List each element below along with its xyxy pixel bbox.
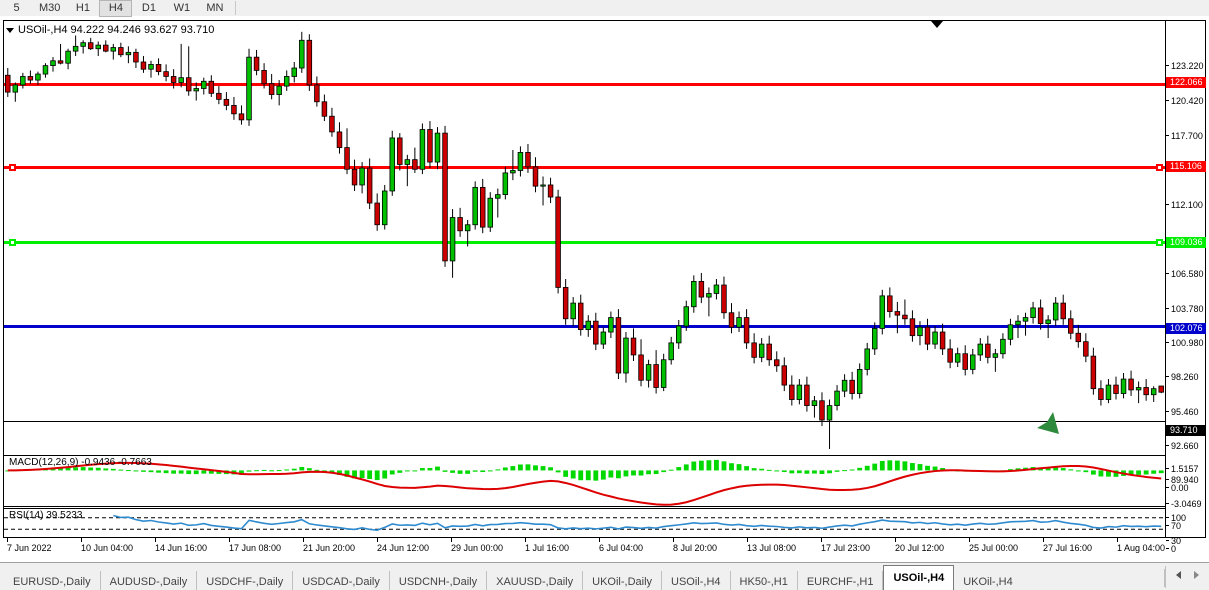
price-level-label[interactable]: 102.076 [1166, 323, 1206, 334]
time-axis[interactable]: 7 Jun 2022 10 Jun 04:00 14 Jun 16:00 17 Jun… [3, 538, 1206, 558]
time-tick: 10 Jun 04:00 [81, 538, 134, 553]
time-tick: 21 Jun 20:00 [303, 538, 356, 553]
time-tick: 1 Jul 16:00 [525, 538, 570, 553]
timeframe-button-h1[interactable]: H1 [75, 2, 90, 14]
time-tick: 14 Jun 16:00 [155, 538, 208, 553]
price-tick: 117.700 [1166, 131, 1203, 141]
time-tick: 7 Jun 2022 [7, 538, 52, 553]
chart-plot-area[interactable]: MACD(12,26,9) -0.9436 -0.7663 RSI(14) 39… [4, 21, 1165, 537]
chart-tab-usoilh4[interactable]: USOil-,H4 [883, 565, 955, 590]
chart-tab-usdchfdaily[interactable]: USDCHF-,Daily [197, 571, 294, 590]
price-line-handle[interactable] [9, 239, 16, 246]
price-tick: 106.580 [1166, 269, 1204, 279]
chart-tab-hk50h1[interactable]: HK50-,H1 [731, 571, 798, 590]
chart-tab-ukoilh4[interactable]: UKOil-,H4 [963, 576, 1013, 588]
price-line-current-price-93[interactable] [4, 421, 1165, 422]
timeframe-button-m30[interactable]: M30 [39, 2, 61, 14]
price-tick: 103.780 [1166, 304, 1204, 314]
macd-scale-tick: 0.00 [1166, 483, 1189, 493]
time-tick: 29 Jun 00:00 [451, 538, 504, 553]
chart-tab-audusddaily[interactable]: AUDUSD-,Daily [101, 571, 198, 590]
rsi-scale-tick: 70 [1166, 521, 1181, 531]
price-level-label[interactable]: 93.710 [1166, 425, 1206, 436]
macd-indicator-panel: MACD(12,26,9) -0.9436 -0.7663 [4, 455, 1165, 507]
chart-tab-usdcaddaily[interactable]: USDCAD-,Daily [293, 571, 390, 590]
chart-tab-usdcnhdaily[interactable]: USDCNH-,Daily [390, 571, 488, 590]
price-tick: 100.980 [1166, 338, 1204, 348]
chart-tab-usoilh4[interactable]: USOil-,H4 [662, 571, 731, 590]
timeframe-toolbar: 5 M30 H1 H4 D1 W1 MN [0, 0, 1209, 17]
toolbar-separator [235, 1, 237, 15]
time-tick: 17 Jul 23:00 [821, 538, 871, 553]
timeframe-button-d1[interactable]: D1 [141, 2, 156, 14]
rsi-series [4, 514, 1165, 531]
price-tick: 112.100 [1166, 200, 1203, 210]
chart-tab-bar: EURUSD-,Daily AUDUSD-,Daily USDCHF-,Daily U… [0, 562, 1209, 590]
tab-scroll-right-icon[interactable] [1194, 571, 1199, 579]
crosshair-marker-icon [931, 21, 943, 28]
price-line-resistance-115[interactable] [4, 164, 1165, 171]
chart-tabs: EURUSD-,Daily AUDUSD-,Daily USDCHF-,Daily U… [0, 562, 1164, 590]
price-line-handle[interactable] [1156, 164, 1163, 171]
candlestick-series [5, 31, 1164, 449]
rsi-scale-tick: 30 [1166, 536, 1181, 546]
time-tick: 1 Aug 04:00 [1117, 538, 1166, 553]
time-tick: 8 Jul 20:00 [673, 538, 718, 553]
price-line-handle[interactable] [9, 164, 16, 171]
symbol-header-text: USOil-,H4 94.222 94.246 93.627 93.710 [18, 24, 215, 36]
rsi-label: RSI(14) 39.5233 [9, 510, 83, 521]
symbol-header[interactable]: USOil-,H4 94.222 94.246 93.627 93.710 [6, 24, 214, 36]
price-tick: 89.940 [1166, 475, 1199, 485]
price-tick: 123.220 [1166, 61, 1204, 71]
chevron-down-icon[interactable] [6, 27, 14, 33]
macd-series [5, 459, 1164, 506]
time-tick: 6 Jul 04:00 [599, 538, 644, 553]
price-line-handle[interactable] [1156, 239, 1163, 246]
chart-tab-eurusddaily[interactable]: EURUSD-,Daily [4, 571, 101, 590]
tab-nav-controls[interactable] [1165, 566, 1209, 588]
macd-label: MACD(12,26,9) -0.9436 -0.7663 [9, 457, 152, 468]
chart-frame: MACD(12,26,9) -0.9436 -0.7663 RSI(14) 39… [3, 20, 1206, 554]
timeframe-button-w1[interactable]: W1 [173, 2, 191, 14]
price-level-label[interactable]: 122.066 [1166, 77, 1206, 88]
price-tick: 120.420 [1166, 96, 1204, 106]
price-line-support-109[interactable] [4, 239, 1165, 246]
time-tick: 25 Jul 00:00 [969, 538, 1019, 553]
macd-scale-tick: -3.0469 [1166, 499, 1202, 509]
time-tick: 20 Jul 12:00 [895, 538, 945, 553]
timeframe-button-mn[interactable]: MN [206, 2, 224, 14]
price-level-label[interactable]: 115.106 [1166, 161, 1206, 172]
time-tick: 27 Jul 16:00 [1043, 538, 1093, 553]
price-tick: 92.660 [1166, 441, 1199, 451]
time-tick: 13 Jul 08:00 [747, 538, 797, 553]
price-line-resistance-122[interactable] [4, 83, 1165, 86]
tab-separator [1164, 569, 1165, 587]
chart-tab-eurchfh1[interactable]: EURCHF-,H1 [798, 571, 884, 590]
time-tick: 17 Jun 08:00 [229, 538, 282, 553]
price-level-label[interactable]: 109.036 [1166, 237, 1206, 248]
rsi-indicator-panel: RSI(14) 39.5233 [4, 508, 1165, 537]
price-tick: 95.460 [1166, 407, 1199, 417]
chart-tab-xauusddaily[interactable]: XAUUSD-,Daily [487, 571, 584, 590]
time-tick: 24 Jun 12:00 [377, 538, 430, 553]
macd-scale-tick: 1.5157 [1166, 464, 1199, 474]
down-trend-arrow-icon[interactable] [1027, 402, 1063, 438]
price-tick: 98.260 [1166, 372, 1199, 382]
chart-tab-ukoildaily[interactable]: UKOil-,Daily [583, 571, 663, 590]
timeframe-button-h4[interactable]: H4 [99, 0, 133, 17]
timeframe-button-5[interactable]: 5 [13, 2, 20, 14]
price-line-support-102[interactable] [4, 325, 1165, 328]
rsi-scale-tick: 100 [1166, 513, 1186, 523]
rsi-scale-tick: 0 [1166, 544, 1176, 554]
tab-scroll-left-icon[interactable] [1176, 571, 1181, 579]
price-axis[interactable]: 123.220 120.420 117.700 112.100 106.580 103.7… [1165, 21, 1206, 554]
